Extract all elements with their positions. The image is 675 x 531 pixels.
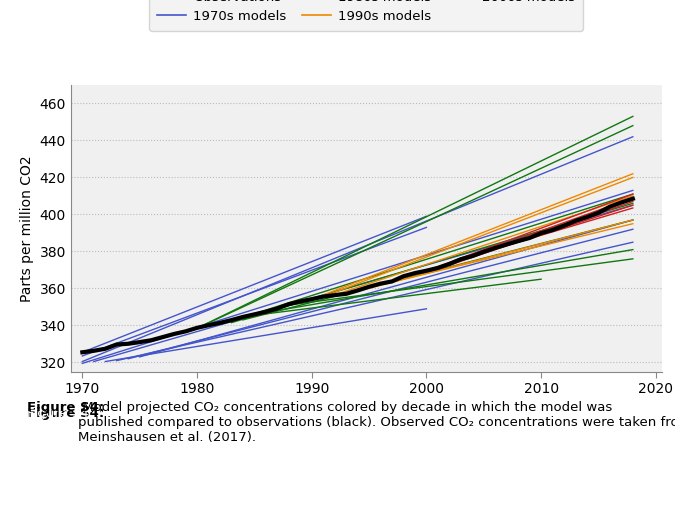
Text: Figure S4:: Figure S4:	[27, 407, 104, 419]
Y-axis label: Parts per million CO2: Parts per million CO2	[20, 155, 34, 302]
Text: Figure S4: Model projected CO₂ concentrations colored by decade in which the mod: Figure S4: Model projected CO₂ concentra…	[27, 407, 641, 450]
Text: Figure S4:: Figure S4:	[27, 401, 104, 414]
Text: Model projected CO₂ concentrations colored by decade in which the model was
publ: Model projected CO₂ concentrations color…	[78, 401, 675, 444]
Legend: Observations, 1970s models, 1980s models, 1990s models, 2000s models: Observations, 1970s models, 1980s models…	[149, 0, 583, 31]
